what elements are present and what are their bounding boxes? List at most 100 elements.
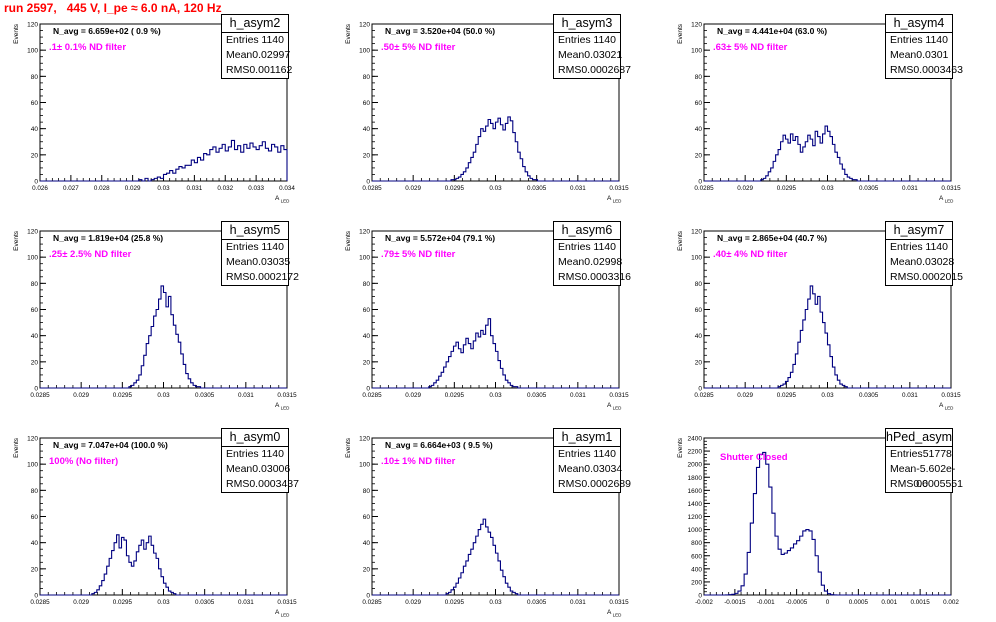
y-tick-label: 0 (34, 593, 38, 600)
x-tick-label: 0.0015 (910, 599, 930, 606)
y-tick-label: 40 (363, 126, 371, 133)
stats-key: Entries (890, 241, 923, 253)
stats-key: RMS (890, 271, 914, 283)
y-tick-label: 1600 (688, 488, 703, 495)
navg-label: N_avg = 1.819e+04 (25.8 %) (53, 233, 164, 243)
histogram-series (704, 285, 951, 389)
y-tick-label: 20 (695, 359, 703, 366)
stats-row: Entries 1140 (554, 33, 620, 48)
stats-key: Mean (890, 49, 917, 61)
panel-h_asym4: 0 20 40 60 80 100 120 0.0285 0.029 0.0295 0.03 0.03… (664, 0, 996, 207)
y-tick-label: 20 (31, 152, 39, 159)
stats-box: h_asym5 Entries 1140 Mean 0.03035 RMS 0.000217… (221, 221, 299, 286)
stats-value: 0.0003316 (581, 271, 631, 283)
x-tick-label: -0.001 (757, 599, 775, 606)
y-tick-label: 40 (31, 126, 39, 133)
y-tick-label: 1800 (688, 475, 703, 482)
y-axis-label: Events (345, 23, 352, 44)
y-tick-label: 1000 (688, 527, 703, 534)
y-tick-label: 600 (691, 553, 702, 560)
histogram-name: h_asym5 (222, 222, 288, 240)
y-tick-label: 80 (695, 74, 703, 81)
histogram-svg: 0 20 40 60 80 100 120 0.026 0.027 0.028 0.029 0.03 0… (13, 22, 295, 204)
x-tick-label: 0 (826, 599, 830, 606)
x-tick-label: 0.03 (157, 392, 170, 399)
stats-key: RMS (226, 64, 250, 76)
panel-h_asym0: 0 20 40 60 80 100 120 0.0285 0.029 0.0295 0.03 0.03… (0, 414, 332, 621)
stats-value: 1140 (261, 448, 284, 460)
histogram-svg: 0 20 40 60 80 100 120 0.0285 0.029 0.0295 0.03 0.03… (345, 22, 629, 204)
stats-box: h_asym3 Entries 1140 Mean 0.03021 RMS 0.000268… (553, 14, 631, 79)
histogram-series (40, 534, 287, 596)
stats-value: 1140 (925, 241, 948, 253)
x-tick-label: 0.029 (125, 185, 141, 192)
stats-box: h_asym6 Entries 1140 Mean 0.02998 RMS 0.000331… (553, 221, 631, 286)
y-tick-label: 40 (31, 333, 39, 340)
histogram-series (372, 116, 619, 182)
y-tick-label: 2000 (688, 462, 703, 469)
y-tick-label: 60 (31, 514, 39, 521)
y-tick-label: 100 (27, 48, 38, 55)
x-tick-label: 0.0295 (777, 392, 797, 399)
y-tick-label: 0 (34, 179, 38, 186)
stats-key: Mean (558, 49, 585, 61)
stats-row: RMS 0.0002687 (554, 63, 631, 78)
x-tick-label: 0.0285 (694, 185, 714, 192)
stats-row: Mean 0.02998 (554, 255, 622, 270)
x-tick-label: 0.0305 (859, 392, 879, 399)
navg-label: N_avg = 7.047e+04 (100.0 %) (53, 440, 168, 450)
x-tick-label: 0.0285 (362, 392, 382, 399)
stats-row: Mean 0.03028 (886, 255, 954, 270)
y-tick-label: 20 (695, 152, 703, 159)
histogram-name: h_asym6 (554, 222, 620, 240)
histogram-name: h_asym4 (886, 15, 952, 33)
histogram-svg: 0 20 40 60 80 100 120 0.0285 0.029 0.0295 0.03 0.03… (345, 436, 629, 618)
y-tick-label: 100 (27, 462, 38, 469)
navg-label: N_avg = 4.441e+04 (63.0 %) (717, 26, 828, 36)
x-tick-label: 0.0285 (362, 599, 382, 606)
y-tick-label: 20 (363, 566, 371, 573)
y-tick-label: 80 (363, 488, 371, 495)
stats-box: h_asym7 Entries 1140 Mean 0.03028 RMS 0.000201… (885, 221, 963, 286)
x-tick-label: 0.0295 (113, 599, 133, 606)
panel-h_asym2: 0 20 40 60 80 100 120 0.026 0.027 0.028 0.029 0.03 0… (0, 0, 332, 207)
x-tick-label: 0.029 (737, 185, 753, 192)
stats-row: RMS 0.0003437 (222, 477, 299, 492)
panel-h_asym5: 0 20 40 60 80 100 120 0.0285 0.029 0.0295 0.03 0.03… (0, 207, 332, 414)
y-tick-label: 0 (698, 593, 702, 600)
panel-h_asym7: 0 20 40 60 80 100 120 0.0285 0.029 0.0295 0.03 0.03… (664, 207, 996, 414)
x-tick-label: 0.0295 (445, 599, 465, 606)
filter-label: .50± 5% ND filter (381, 42, 456, 53)
x-tick-label: 0.026 (32, 185, 48, 192)
stats-key: RMS (558, 478, 582, 490)
stats-row: Mean 0.03035 (222, 255, 290, 270)
stats-key: Entries (558, 241, 591, 253)
histogram-name: h_asym0 (222, 429, 288, 447)
histogram-name: h_asym1 (554, 429, 620, 447)
x-tick-label: 0.029 (405, 185, 421, 192)
stats-value: 0.0002687 (581, 64, 631, 76)
y-tick-label: 100 (359, 48, 370, 55)
x-tick-label: 0.0305 (527, 185, 547, 192)
x-tick-label: 0.031 (570, 185, 586, 192)
y-tick-label: 80 (31, 488, 39, 495)
x-tick-label: 0.031 (238, 392, 254, 399)
y-tick-label: 80 (695, 281, 703, 288)
filter-label: .79± 5% ND filter (381, 249, 456, 260)
stats-key: Mean (558, 463, 585, 475)
y-tick-label: 0 (34, 386, 38, 393)
stats-key: Entries (890, 34, 923, 46)
stats-value: -5.602e-06 (916, 463, 956, 490)
x-tick-label: 0.029 (73, 599, 89, 606)
x-tick-label: -0.002 (695, 599, 713, 606)
y-tick-label: 20 (31, 359, 39, 366)
stats-value: 1140 (593, 241, 616, 253)
stats-box: h_asym1 Entries 1140 Mean 0.03034 RMS 0.000268… (553, 428, 631, 493)
y-tick-label: 120 (691, 229, 702, 236)
x-tick-label: 0.029 (405, 392, 421, 399)
histogram-series (704, 451, 951, 596)
x-tick-label: 0.0295 (445, 185, 465, 192)
x-tick-label: 0.0315 (277, 392, 297, 399)
y-tick-label: 60 (695, 307, 703, 314)
y-tick-label: 100 (359, 255, 370, 262)
